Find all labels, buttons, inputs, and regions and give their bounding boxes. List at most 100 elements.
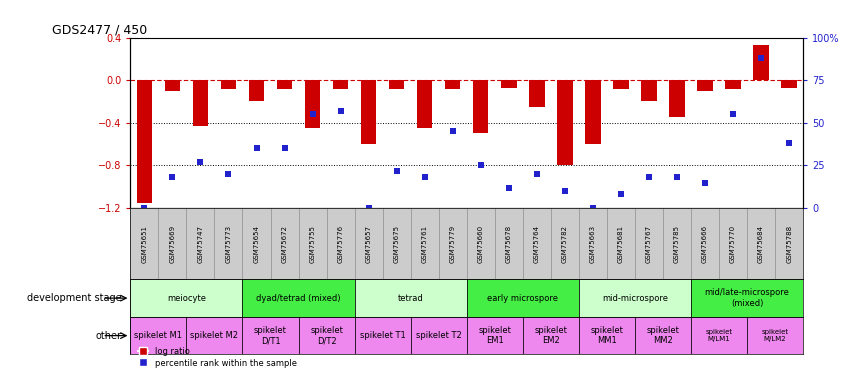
Text: early microspore: early microspore: [487, 294, 558, 303]
Bar: [747, 208, 775, 279]
Bar: [383, 208, 410, 279]
Text: GSM75663: GSM75663: [590, 225, 596, 263]
Bar: [663, 208, 691, 279]
Bar: [607, 208, 635, 279]
Point: [166, 174, 179, 180]
Text: spikelet
D/T2: spikelet D/T2: [310, 326, 343, 345]
Bar: [747, 317, 803, 354]
Bar: [467, 279, 579, 317]
Text: spikelet
EM1: spikelet EM1: [479, 326, 511, 345]
Bar: [551, 208, 579, 279]
Text: dyad/tetrad (mixed): dyad/tetrad (mixed): [257, 294, 341, 303]
Bar: [136, 80, 152, 203]
Bar: [473, 80, 489, 134]
Text: spikelet
M/LM2: spikelet M/LM2: [762, 329, 789, 342]
Text: mid/late-microspore
(mixed): mid/late-microspore (mixed): [705, 288, 790, 308]
Text: spikelet
M/LM1: spikelet M/LM1: [706, 329, 733, 342]
Text: GSM75773: GSM75773: [225, 225, 231, 263]
Bar: [445, 80, 460, 89]
Bar: [410, 208, 439, 279]
Text: spikelet
EM2: spikelet EM2: [534, 326, 568, 345]
Point: [138, 205, 151, 211]
Bar: [220, 80, 236, 89]
Text: GSM75681: GSM75681: [618, 225, 624, 263]
Bar: [719, 208, 747, 279]
Point: [586, 205, 600, 211]
Bar: [417, 80, 432, 128]
Point: [390, 168, 404, 174]
Text: GSM75666: GSM75666: [702, 225, 708, 263]
Bar: [635, 317, 691, 354]
Bar: [187, 317, 242, 354]
Text: GSM75755: GSM75755: [309, 225, 315, 262]
Bar: [613, 80, 628, 89]
Point: [754, 55, 768, 61]
Bar: [242, 279, 355, 317]
Bar: [277, 80, 292, 89]
Bar: [299, 317, 355, 354]
Point: [278, 146, 291, 152]
Text: GSM75767: GSM75767: [646, 225, 652, 263]
Text: GSM75788: GSM75788: [786, 225, 792, 263]
Bar: [467, 208, 495, 279]
Bar: [557, 80, 573, 165]
Bar: [355, 208, 383, 279]
Bar: [439, 208, 467, 279]
Point: [474, 162, 488, 168]
Bar: [158, 208, 187, 279]
Bar: [635, 208, 663, 279]
Text: GSM75660: GSM75660: [478, 225, 484, 263]
Text: GSM75669: GSM75669: [169, 225, 176, 263]
Text: spikelet
MM2: spikelet MM2: [647, 326, 680, 345]
Text: GSM75782: GSM75782: [562, 225, 568, 263]
Point: [334, 108, 347, 114]
Bar: [501, 80, 516, 88]
Text: spikelet
MM1: spikelet MM1: [590, 326, 623, 345]
Text: GSM75761: GSM75761: [421, 225, 428, 263]
Text: tetrad: tetrad: [398, 294, 424, 303]
Point: [193, 159, 207, 165]
Bar: [775, 208, 803, 279]
Text: spikelet T1: spikelet T1: [360, 331, 405, 340]
Text: other: other: [96, 331, 122, 340]
Point: [782, 140, 796, 146]
Point: [643, 174, 656, 180]
Text: GSM75684: GSM75684: [758, 225, 764, 263]
Bar: [130, 208, 158, 279]
Point: [502, 184, 516, 190]
Bar: [304, 80, 320, 128]
Point: [306, 111, 320, 117]
Text: GSM75770: GSM75770: [730, 225, 736, 263]
Bar: [271, 208, 299, 279]
Bar: [242, 208, 271, 279]
Bar: [725, 80, 741, 89]
Text: GSM75779: GSM75779: [450, 225, 456, 263]
Bar: [579, 279, 691, 317]
Point: [670, 174, 684, 180]
Bar: [130, 279, 242, 317]
Bar: [691, 208, 719, 279]
Point: [614, 192, 627, 198]
Point: [727, 111, 740, 117]
Bar: [641, 80, 657, 102]
Bar: [781, 80, 796, 88]
Bar: [165, 80, 180, 91]
Point: [446, 128, 459, 134]
Point: [222, 171, 235, 177]
Bar: [193, 80, 208, 126]
Text: GSM75776: GSM75776: [337, 225, 344, 263]
Text: mid-microspore: mid-microspore: [602, 294, 668, 303]
Text: spikelet M1: spikelet M1: [135, 331, 182, 340]
Point: [698, 180, 711, 186]
Bar: [669, 80, 685, 117]
Text: spikelet
D/T1: spikelet D/T1: [254, 326, 287, 345]
Bar: [523, 208, 551, 279]
Text: GSM75785: GSM75785: [674, 225, 680, 263]
Text: GSM75747: GSM75747: [198, 225, 204, 263]
Text: GDS2477 / 450: GDS2477 / 450: [52, 23, 147, 36]
Text: GSM75654: GSM75654: [253, 225, 260, 262]
Bar: [697, 80, 712, 91]
Text: GSM75678: GSM75678: [505, 225, 512, 263]
Text: GSM75657: GSM75657: [366, 225, 372, 263]
Point: [250, 146, 263, 152]
